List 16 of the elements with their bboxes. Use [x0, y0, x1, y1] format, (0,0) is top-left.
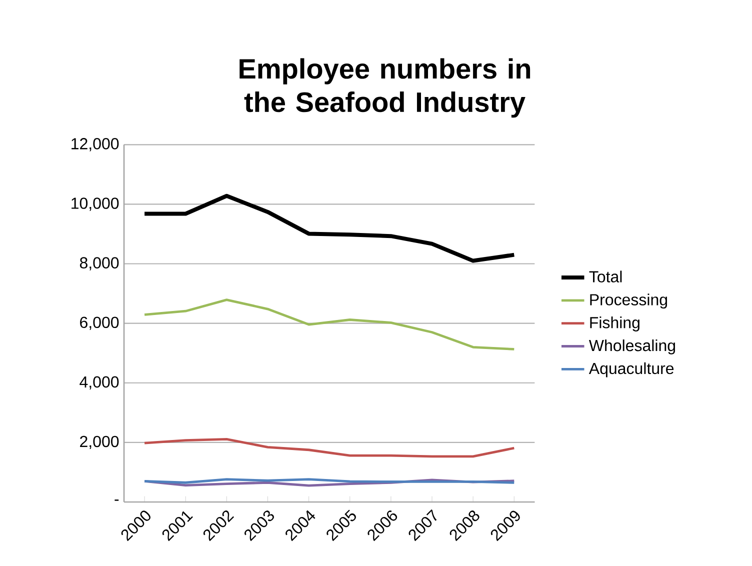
legend-label: Processing — [590, 294, 667, 309]
y-tick-label: 10,000 — [72, 198, 119, 211]
legend-label: Aquaculture — [588, 362, 674, 378]
y-tick-label: 2,000 — [80, 436, 119, 450]
chart-title: Employee numbers in the Seafood Industry — [240, 58, 530, 118]
line-series — [143, 438, 516, 458]
y-tick-label: - — [114, 500, 119, 501]
legend-label: Fishing — [590, 316, 640, 332]
legend-label: Wholesaling — [588, 339, 675, 354]
y-tick-label: 4,000 — [80, 376, 119, 390]
y-tick-label: 8,000 — [80, 257, 119, 270]
legend-label: Total — [589, 270, 622, 282]
line-series — [142, 194, 516, 263]
y-tick-label: 6,000 — [80, 316, 119, 330]
y-tick-label: 12,000 — [72, 138, 119, 152]
line-series — [143, 298, 516, 350]
